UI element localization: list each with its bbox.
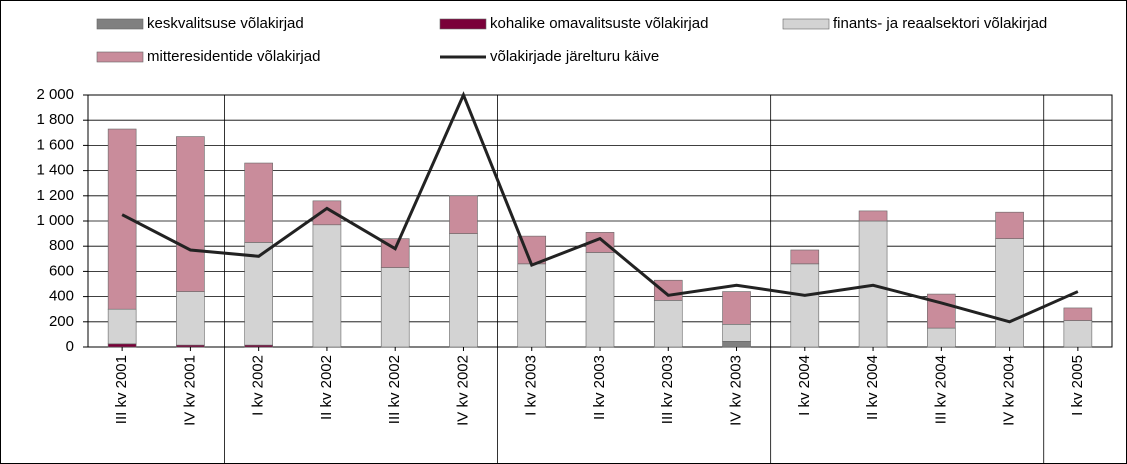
x-tick-label: II kv 2002 xyxy=(318,355,335,420)
y-tick-label: 1 400 xyxy=(36,162,74,179)
bar-segment xyxy=(244,162,273,243)
bar-segment xyxy=(790,263,820,348)
y-tick-label: 600 xyxy=(49,262,74,279)
x-tick-label: III kv 2004 xyxy=(932,355,949,424)
bar-segment xyxy=(244,242,273,346)
legend-label: keskvalitsuse võlakirjad xyxy=(147,15,304,32)
bar-segment xyxy=(176,291,205,346)
x-tick-label: IV kv 2002 xyxy=(454,355,471,426)
bar-segment xyxy=(722,291,751,325)
bar-segment xyxy=(585,252,615,348)
bar-segment xyxy=(585,232,615,253)
x-tick-label: IV kv 2001 xyxy=(181,355,198,426)
y-tick-label: 800 xyxy=(49,237,74,254)
y-tick-label: 400 xyxy=(49,288,74,305)
x-tick-label: IV kv 2003 xyxy=(728,355,745,426)
x-tick-label: II kv 2003 xyxy=(591,355,608,420)
y-tick-label: 1 600 xyxy=(36,136,74,153)
x-tick-label: III kv 2001 xyxy=(113,355,130,424)
y-tick-label: 1 000 xyxy=(36,212,74,229)
y-tick-label: 1 200 xyxy=(36,187,74,204)
bar-segment xyxy=(312,200,342,226)
x-tick-label: I kv 2002 xyxy=(250,355,267,416)
x-tick-label: I kv 2003 xyxy=(523,355,540,416)
legend-label: mitteresidentide võlakirjad xyxy=(147,48,320,65)
y-tick-label: 1 800 xyxy=(36,111,74,128)
bar-segment xyxy=(995,238,1024,348)
x-tick-label: IV kv 2004 xyxy=(1001,355,1018,426)
x-tick-label: III kv 2003 xyxy=(659,355,676,424)
bar-segment xyxy=(449,195,478,234)
bar-segment xyxy=(858,210,888,222)
y-tick-label: 2 000 xyxy=(36,86,74,103)
x-tick-label: I kv 2005 xyxy=(1069,355,1086,416)
bar-segment xyxy=(107,308,137,345)
bar-segment xyxy=(1063,320,1093,348)
bar-segment xyxy=(449,233,478,348)
bar-segment xyxy=(517,263,547,348)
bar-segment xyxy=(722,341,751,348)
legend-label: finants- ja reaalsektori võlakirjad xyxy=(833,15,1047,32)
legend-label: kohalike omavalitsuste võlakirjad xyxy=(490,15,708,32)
y-tick-label: 0 xyxy=(66,338,74,355)
bar-segment xyxy=(722,324,751,342)
bar-segment xyxy=(1063,307,1093,321)
x-tick-label: III kv 2002 xyxy=(386,355,403,424)
bar-segment xyxy=(107,343,137,348)
x-tick-label: I kv 2004 xyxy=(796,355,813,416)
bar-segment xyxy=(995,211,1024,239)
bar-segment xyxy=(653,279,683,301)
line-series xyxy=(121,91,1079,324)
bar-segment xyxy=(380,267,410,348)
legend-label: võlakirjade järelturu käive xyxy=(490,48,659,65)
x-tick-label: II kv 2004 xyxy=(864,355,881,420)
bar-segment xyxy=(790,249,820,265)
bar-segment xyxy=(927,327,956,348)
legend-swatch xyxy=(96,51,144,63)
legend-swatch xyxy=(439,18,487,30)
y-tick-label: 200 xyxy=(49,313,74,330)
bar-segment xyxy=(653,300,683,348)
bar-segment xyxy=(176,136,205,292)
legend-swatch xyxy=(96,18,144,30)
bar-segment xyxy=(312,224,342,348)
legend-swatch xyxy=(782,18,830,30)
